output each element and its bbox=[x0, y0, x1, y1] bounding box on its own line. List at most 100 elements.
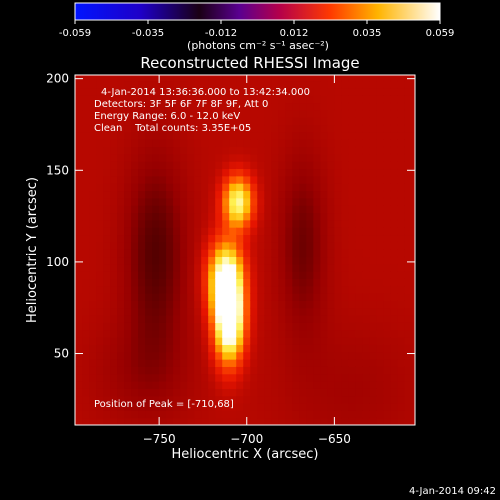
heatmap-cell bbox=[278, 131, 286, 140]
heatmap-cell bbox=[166, 337, 174, 345]
heatmap-cell bbox=[145, 278, 153, 287]
heatmap-cell bbox=[89, 190, 97, 199]
heatmap-cell bbox=[404, 153, 413, 162]
heatmap-cell bbox=[271, 227, 279, 236]
heatmap-cell bbox=[145, 87, 153, 96]
heatmap-cell bbox=[306, 410, 314, 419]
heatmap-cell bbox=[362, 271, 371, 279]
heatmap-cell bbox=[124, 337, 132, 345]
heatmap-cell bbox=[404, 234, 413, 243]
heatmap-cell bbox=[201, 366, 209, 375]
heatmap-cell bbox=[320, 197, 328, 206]
heatmap-cell bbox=[166, 410, 174, 419]
heatmap-cell bbox=[187, 190, 195, 199]
heatmap-cell bbox=[320, 95, 328, 104]
heatmap-cell bbox=[341, 131, 349, 140]
heatmap-cell bbox=[159, 117, 167, 126]
heatmap-cell bbox=[383, 263, 392, 272]
heatmap-cell bbox=[299, 322, 307, 331]
heatmap-cell bbox=[96, 102, 104, 111]
heatmap-cell bbox=[124, 307, 132, 316]
heatmap-cell bbox=[194, 227, 202, 236]
heatmap-cell bbox=[124, 322, 132, 331]
heatmap-cell bbox=[138, 249, 146, 258]
heatmap-cell bbox=[390, 403, 399, 411]
heatmap-cell bbox=[376, 131, 385, 140]
heatmap-cell bbox=[362, 146, 371, 155]
heatmap-cell bbox=[397, 190, 406, 199]
heatmap-cell bbox=[271, 161, 279, 170]
colorbar: -0.059 -0.035 -0.012 0.012 0.035 0.059 (photo… bbox=[59, 2, 454, 52]
heatmap-cell bbox=[180, 403, 188, 411]
heatmap-cell bbox=[320, 300, 328, 309]
heatmap-cell bbox=[341, 271, 349, 279]
heatmap-cell bbox=[306, 161, 314, 170]
heatmap-cell bbox=[243, 241, 251, 250]
heatmap-cell bbox=[243, 278, 251, 287]
heatmap-cell bbox=[376, 293, 385, 301]
heatmap-cell bbox=[173, 197, 181, 206]
heatmap-cell bbox=[145, 219, 153, 228]
heatmap-cell bbox=[243, 190, 251, 199]
heatmap-cell bbox=[215, 300, 223, 309]
heatmap-cell bbox=[271, 102, 279, 111]
heatmap-cell bbox=[369, 278, 378, 287]
heatmap-cell bbox=[327, 307, 335, 316]
heatmap-cell bbox=[201, 388, 209, 397]
heatmap-cell bbox=[166, 329, 174, 338]
heatmap-cell bbox=[215, 366, 223, 375]
heatmap-cell bbox=[327, 139, 335, 148]
heatmap-cell bbox=[201, 87, 209, 96]
heatmap-cell bbox=[397, 234, 406, 243]
heatmap-cell bbox=[355, 337, 364, 345]
heatmap-cell bbox=[306, 117, 314, 126]
heatmap-cell bbox=[145, 161, 153, 170]
heatmap-cell bbox=[348, 95, 357, 104]
heatmap-cell bbox=[96, 381, 104, 389]
heatmap-cell bbox=[208, 175, 216, 184]
heatmap-cell bbox=[376, 190, 385, 199]
heatmap-cell bbox=[278, 322, 286, 331]
heatmap-cell bbox=[348, 249, 357, 258]
heatmap-cell bbox=[362, 219, 371, 228]
heatmap-cell bbox=[89, 307, 97, 316]
heatmap-cell bbox=[376, 263, 385, 272]
heatmap-cell bbox=[411, 322, 415, 331]
heatmap-cell bbox=[117, 315, 125, 323]
heatmap-cell bbox=[173, 278, 181, 287]
heatmap-cell bbox=[75, 175, 83, 184]
heatmap-cell bbox=[257, 410, 265, 419]
heatmap-cell bbox=[222, 307, 230, 316]
heatmap-cell bbox=[110, 227, 118, 236]
heatmap-cell bbox=[159, 212, 167, 221]
heatmap-cell bbox=[376, 175, 385, 184]
heatmap-cell bbox=[257, 329, 265, 338]
heatmap-cell bbox=[89, 227, 97, 236]
heatmap-cell bbox=[208, 117, 216, 126]
heatmap-cell bbox=[397, 219, 406, 228]
heatmap-cell bbox=[397, 87, 406, 96]
heatmap-cell bbox=[89, 146, 97, 155]
heatmap-cell bbox=[180, 227, 188, 236]
heatmap-cell bbox=[369, 263, 378, 272]
heatmap-cell bbox=[299, 109, 307, 118]
heatmap-cell bbox=[320, 102, 328, 111]
colorbar-units: (photons cm⁻² s⁻¹ asec⁻²) bbox=[187, 39, 329, 52]
colorbar-tick-label: -0.035 bbox=[132, 28, 164, 39]
heatmap-cell bbox=[117, 300, 125, 309]
heatmap-cell bbox=[376, 300, 385, 309]
heatmap-cell bbox=[257, 249, 265, 258]
heatmap-cell bbox=[131, 300, 139, 309]
heatmap-cell bbox=[313, 395, 321, 404]
heatmap-cell bbox=[369, 205, 378, 214]
heatmap-cell bbox=[103, 190, 111, 199]
heatmap-cell bbox=[271, 366, 279, 375]
heatmap-cell bbox=[96, 366, 104, 375]
heatmap-cell bbox=[236, 329, 244, 338]
heatmap-cell bbox=[278, 300, 286, 309]
heatmap-cell bbox=[222, 205, 230, 214]
heatmap-cell bbox=[103, 278, 111, 287]
heatmap-cell bbox=[383, 109, 392, 118]
heatmap-cell bbox=[82, 300, 90, 309]
heatmap-cell bbox=[369, 80, 378, 89]
